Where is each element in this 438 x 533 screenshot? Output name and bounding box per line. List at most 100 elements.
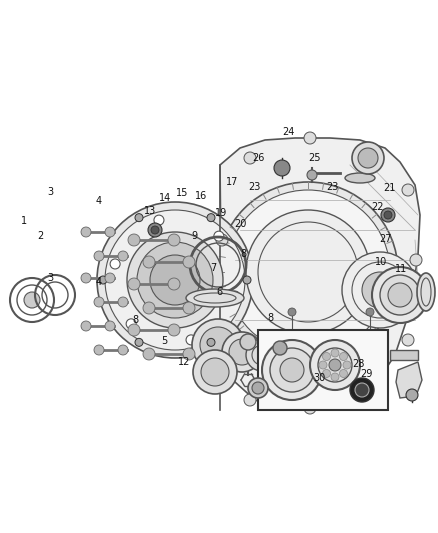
Text: 30: 30 (314, 374, 326, 383)
Circle shape (97, 202, 253, 358)
Circle shape (406, 286, 414, 294)
Circle shape (410, 254, 422, 266)
Circle shape (207, 338, 215, 346)
Text: 8: 8 (133, 315, 139, 325)
Circle shape (94, 297, 104, 307)
Circle shape (110, 259, 120, 269)
Circle shape (262, 340, 322, 400)
Circle shape (105, 210, 245, 350)
Circle shape (350, 378, 374, 402)
Circle shape (329, 359, 341, 371)
Circle shape (207, 214, 215, 222)
Circle shape (192, 319, 244, 371)
Text: 21: 21 (384, 183, 396, 192)
Circle shape (252, 382, 264, 394)
Text: 9: 9 (192, 231, 198, 240)
Text: 20: 20 (234, 219, 246, 229)
Bar (390, 350, 418, 360)
Circle shape (280, 358, 304, 382)
Circle shape (126, 319, 136, 329)
Circle shape (288, 308, 296, 316)
Circle shape (81, 321, 91, 331)
Circle shape (355, 383, 369, 397)
Text: 14: 14 (159, 193, 172, 203)
Circle shape (342, 252, 418, 328)
Circle shape (317, 342, 373, 398)
Circle shape (200, 327, 236, 363)
Text: 27: 27 (379, 234, 392, 244)
Text: 17: 17 (226, 177, 238, 187)
Text: 8: 8 (240, 249, 247, 259)
Circle shape (105, 227, 115, 237)
Text: 6: 6 (216, 287, 222, 297)
Ellipse shape (186, 289, 244, 307)
Circle shape (135, 338, 143, 346)
Polygon shape (220, 138, 420, 410)
Text: 11: 11 (395, 264, 407, 274)
Text: 4: 4 (95, 197, 102, 206)
Circle shape (81, 273, 91, 283)
Text: 15: 15 (176, 188, 188, 198)
Circle shape (240, 334, 256, 350)
Text: 10: 10 (375, 257, 387, 267)
Circle shape (243, 276, 251, 284)
Circle shape (154, 215, 164, 225)
Ellipse shape (345, 173, 375, 183)
Circle shape (186, 335, 196, 345)
Circle shape (380, 275, 420, 315)
Circle shape (94, 345, 104, 355)
Circle shape (331, 349, 339, 357)
Text: 23: 23 (248, 182, 260, 191)
Circle shape (248, 378, 268, 398)
Circle shape (105, 321, 115, 331)
Text: 25: 25 (308, 153, 321, 163)
Circle shape (81, 227, 91, 237)
Text: 23: 23 (327, 182, 339, 191)
Circle shape (201, 358, 229, 386)
Circle shape (268, 341, 296, 369)
Circle shape (230, 291, 240, 301)
Circle shape (118, 345, 128, 355)
Circle shape (24, 292, 40, 308)
Circle shape (128, 324, 140, 336)
Circle shape (322, 369, 331, 377)
Circle shape (218, 182, 398, 362)
Bar (258, 330, 388, 410)
Circle shape (331, 373, 339, 381)
Circle shape (216, 234, 228, 246)
Circle shape (219, 344, 231, 356)
Circle shape (128, 234, 140, 246)
Circle shape (214, 231, 224, 241)
Text: 22: 22 (371, 202, 384, 212)
Circle shape (406, 389, 418, 401)
Text: 3: 3 (47, 273, 53, 283)
Circle shape (118, 297, 128, 307)
Circle shape (226, 190, 390, 354)
Circle shape (310, 340, 360, 390)
Circle shape (374, 389, 386, 401)
Circle shape (183, 302, 195, 314)
Circle shape (304, 402, 316, 414)
Text: 28: 28 (352, 359, 364, 368)
Circle shape (128, 278, 140, 290)
Circle shape (364, 144, 376, 156)
Circle shape (244, 394, 256, 406)
Text: 1: 1 (21, 216, 27, 226)
Circle shape (150, 255, 200, 305)
Circle shape (358, 148, 378, 168)
Circle shape (127, 232, 223, 328)
Circle shape (339, 369, 347, 377)
Circle shape (339, 352, 347, 360)
Text: 5: 5 (161, 336, 167, 346)
Circle shape (246, 210, 370, 334)
Circle shape (381, 208, 395, 222)
Circle shape (362, 272, 398, 308)
Circle shape (143, 302, 155, 314)
Text: 19: 19 (215, 208, 227, 218)
Text: 7: 7 (211, 263, 217, 272)
Circle shape (318, 348, 352, 382)
Circle shape (148, 223, 162, 237)
Circle shape (244, 152, 256, 164)
Circle shape (229, 339, 255, 365)
Text: 3: 3 (47, 187, 53, 197)
